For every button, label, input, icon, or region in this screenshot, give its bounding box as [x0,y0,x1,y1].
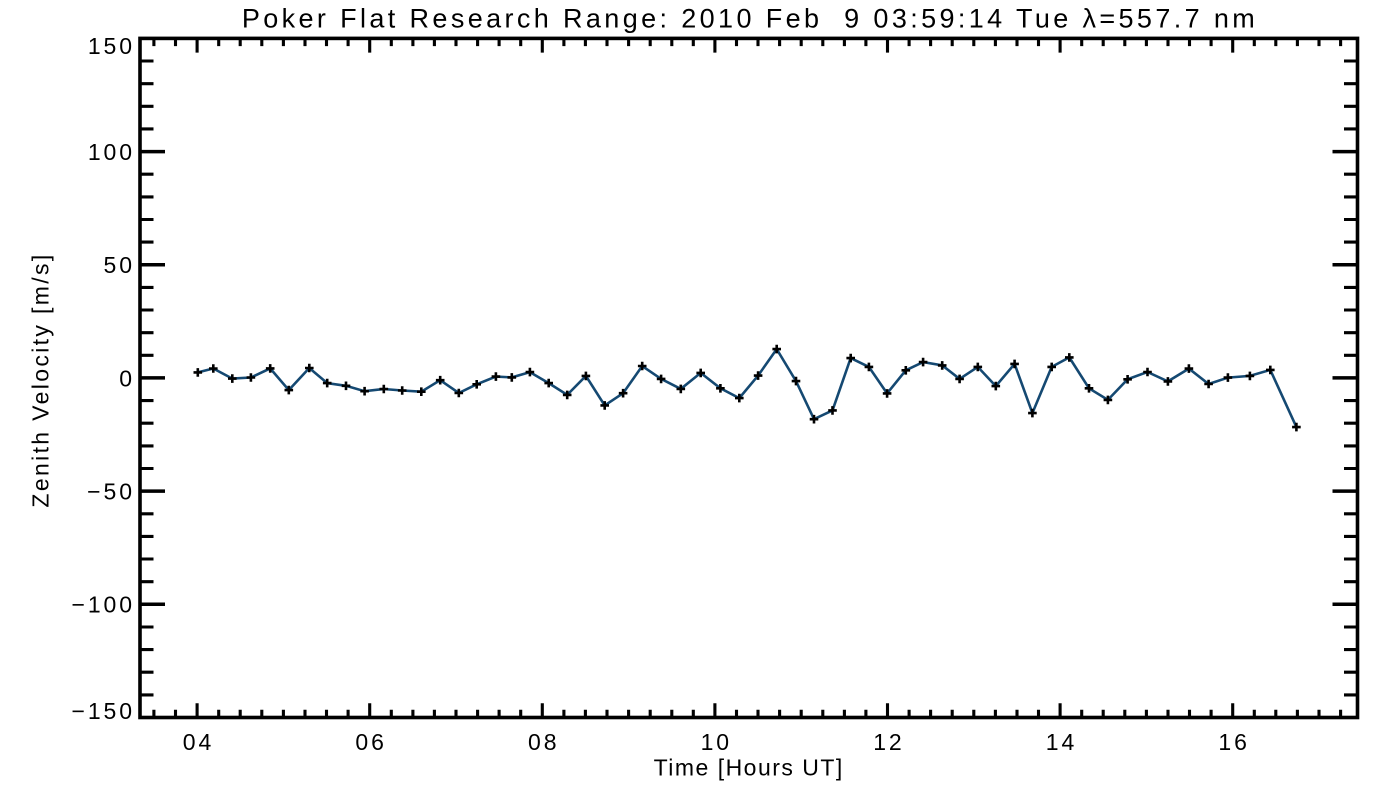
svg-text:Time [Hours UT]: Time [Hours UT] [654,755,844,781]
svg-text:−50: −50 [87,478,135,504]
svg-text:08: 08 [528,729,559,755]
svg-text:12: 12 [873,729,904,755]
svg-text:06: 06 [355,729,386,755]
svg-text:50: 50 [104,252,135,278]
svg-text:Poker Flat Research Range: 201: Poker Flat Research Range: 2010 Feb 9 03… [242,3,1258,33]
svg-text:150: 150 [88,33,135,59]
svg-text:100: 100 [88,139,135,165]
svg-text:14: 14 [1046,729,1077,755]
svg-text:04: 04 [183,729,214,755]
svg-text:10: 10 [701,729,732,755]
svg-text:−150: −150 [71,698,134,724]
svg-text:0: 0 [119,365,135,391]
svg-text:−100: −100 [71,592,134,618]
svg-text:16: 16 [1218,729,1249,755]
svg-text:Zenith Velocity [m/s]: Zenith Velocity [m/s] [28,252,54,507]
